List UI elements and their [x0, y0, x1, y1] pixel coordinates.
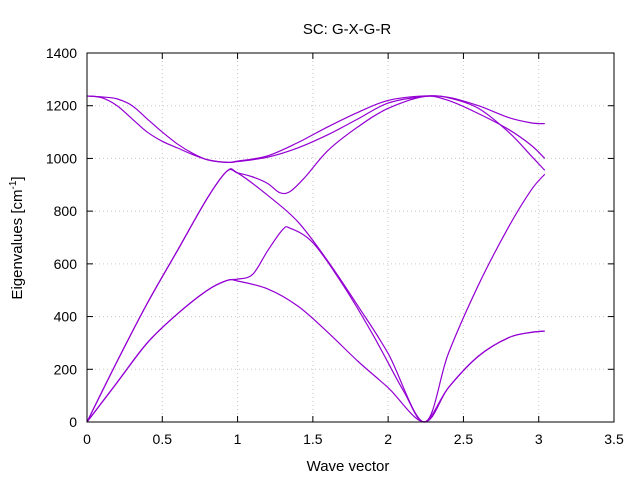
x-tick-label: 3 [535, 431, 543, 447]
x-tick-label: 3.5 [604, 431, 624, 447]
x-tick-label: 0.5 [153, 431, 173, 447]
band-line-2 [86, 278, 545, 423]
axis-ticks: 0 0.5 1 1.5 2 2.5 3 3.5 0 200 400 600 800 1000 1200 140… [46, 45, 624, 447]
band-line-1 [86, 226, 545, 423]
band-line-3 [86, 95, 546, 423]
band-line-4 [86, 168, 546, 423]
y-axis-label-superscript: -1 [8, 180, 19, 189]
y-axis-label: Eigenvalues [cm-1] [8, 176, 26, 299]
x-tick-label: 2.5 [454, 431, 474, 447]
x-tick-label: 0 [83, 431, 91, 447]
band-line-5 [86, 95, 545, 164]
chart-title: SC: G-X-G-R [303, 21, 391, 38]
x-tick-label: 1 [234, 431, 242, 447]
y-tick-label: 600 [54, 256, 78, 272]
y-tick-label: 0 [69, 414, 77, 430]
x-tick-label: 1.5 [303, 431, 323, 447]
x-tick-label: 2 [384, 431, 392, 447]
band-lines [86, 95, 546, 423]
y-tick-label: 1400 [46, 45, 77, 61]
y-tick-label: 1200 [46, 98, 77, 114]
y-tick-label: 1000 [46, 150, 77, 166]
y-tick-label: 800 [54, 203, 78, 219]
grid [87, 53, 614, 422]
y-axis-label-end: ] [9, 176, 26, 180]
y-tick-label: 400 [54, 309, 78, 325]
y-tick-label: 200 [54, 361, 78, 377]
y-axis-label-main: Eigenvalues [cm [9, 190, 26, 300]
plot-frame [86, 52, 615, 423]
band-line-6 [86, 95, 546, 171]
x-axis-label: Wave vector [307, 458, 390, 475]
